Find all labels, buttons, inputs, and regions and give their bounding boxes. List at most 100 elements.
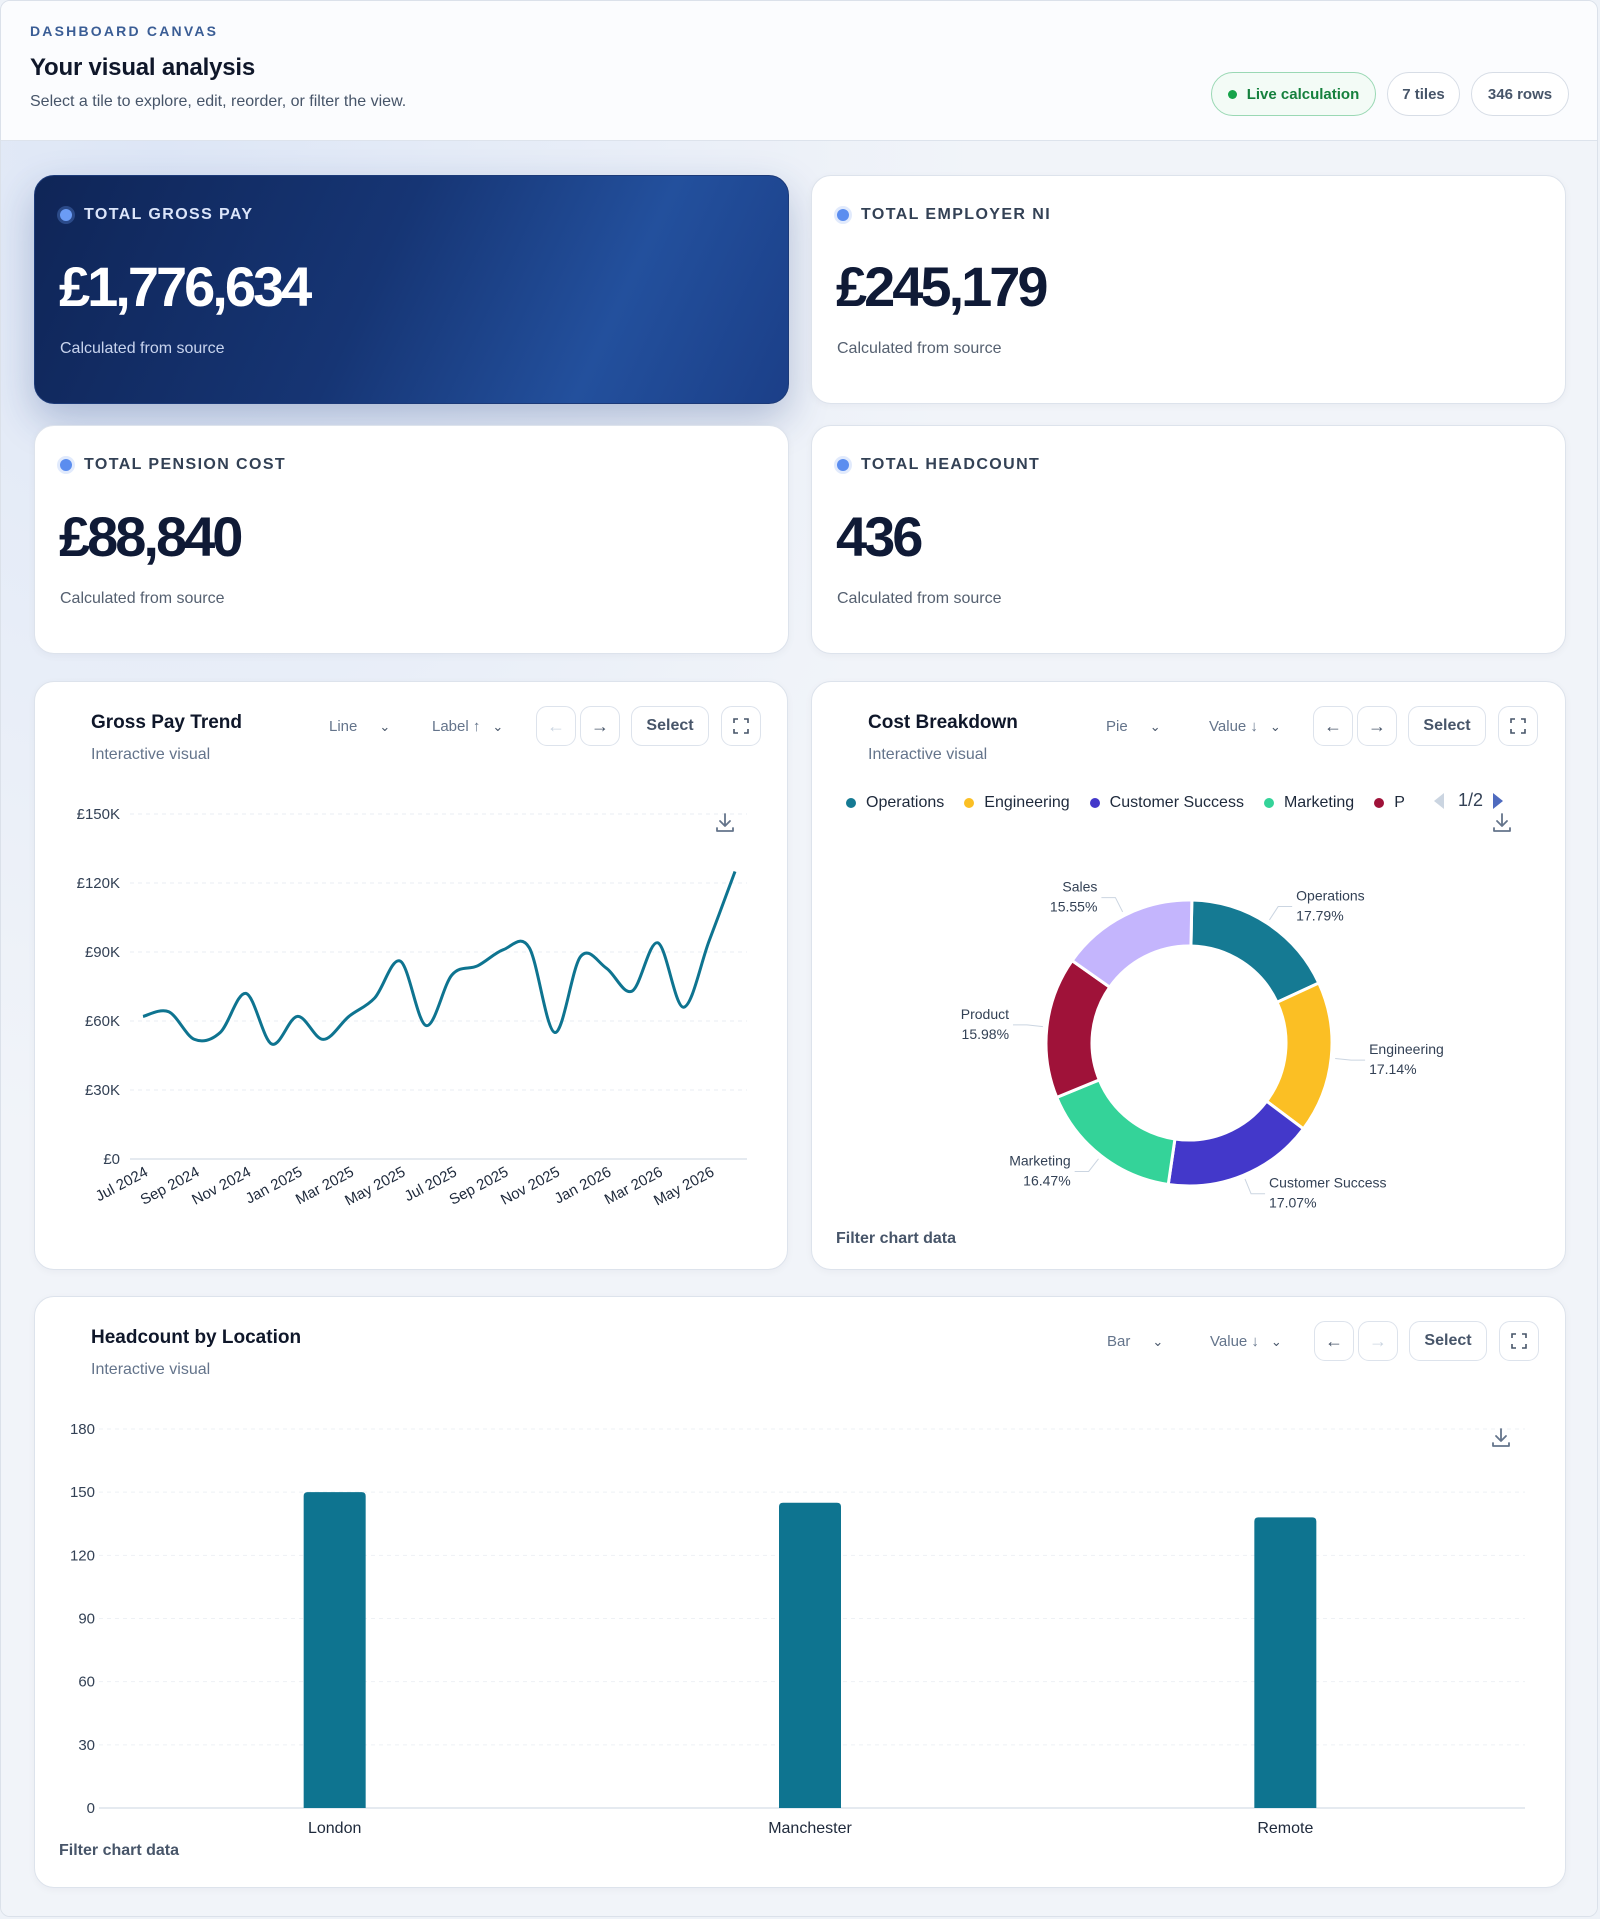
x-tick-label: Manchester — [768, 1820, 852, 1837]
y-tick-label: 150 — [70, 1484, 95, 1501]
legend-item-operations[interactable]: Operations — [846, 794, 944, 812]
chart-title: Gross Pay Trend — [91, 712, 243, 733]
legend-label: Marketing — [1283, 794, 1355, 811]
y-tick-label: 180 — [70, 1421, 95, 1438]
live-status-icon — [1227, 89, 1237, 99]
slice-value-label: 16.47% — [1023, 1172, 1070, 1188]
chart-subtitle: Interactive visual — [91, 1361, 211, 1378]
page-title: Your visual analysis — [30, 54, 255, 81]
pie-slice-customer-success[interactable] — [1166, 1099, 1306, 1188]
download-icon[interactable] — [716, 813, 734, 832]
slice-value-label: 17.79% — [1296, 908, 1343, 924]
legend-next-icon[interactable] — [1491, 791, 1505, 811]
legend-swatch — [1263, 798, 1274, 808]
expand-icon — [733, 718, 749, 734]
y-tick-label: 60 — [78, 1674, 95, 1691]
y-tick-label: £60K — [85, 1013, 120, 1030]
y-tick-label: 0 — [87, 1800, 95, 1817]
chart-type-value: Line — [329, 718, 358, 735]
label-leader-line — [1101, 897, 1124, 913]
cost-breakdown-chart: Operations 17.79% Engineering 17.14% Custome… — [961, 813, 1511, 1211]
arrow-left-icon: ← — [547, 715, 565, 736]
bar-manchester[interactable] — [779, 1502, 841, 1808]
chart-type-select[interactable]: Pie ⌄ — [1106, 718, 1161, 735]
sort-select[interactable]: Value ↓ ⌄ — [1209, 718, 1281, 735]
legend-item-product-clipped[interactable]: P — [1374, 794, 1414, 812]
kpi-tile-pension-cost[interactable]: TOTAL PENSION COST £88,840 Calculated fr… — [34, 425, 789, 654]
chevron-down-icon: ⌄ — [1149, 718, 1161, 734]
chart-type-value: Bar — [1107, 1333, 1131, 1350]
kpi-tile-headcount[interactable]: TOTAL HEADCOUNT 436 Calculated from sour… — [811, 425, 1566, 654]
chart-tile-headcount-by-location[interactable]: Headcount by Location Interactive visual… — [34, 1296, 1566, 1888]
slice-name-label: Operations — [1296, 888, 1364, 904]
slice-name-label: Product — [961, 1006, 1009, 1022]
arrow-right-icon: → — [1368, 715, 1386, 736]
chart-tile-cost-breakdown[interactable]: Cost Breakdown Interactive visual Pie ⌄ V… — [811, 681, 1566, 1270]
live-calculation-badge: Live calculation — [1211, 72, 1376, 116]
expand-button[interactable] — [1498, 706, 1538, 746]
chart-legend: Operations Engineering Customer Success … — [846, 794, 1434, 812]
sort-select[interactable]: Label ↑ ⌄ — [432, 718, 503, 735]
legend-item-customer-success[interactable]: Customer Success — [1089, 794, 1244, 812]
slice-value-label: 15.55% — [1050, 899, 1097, 915]
kpi-label-text: TOTAL PENSION COST — [84, 456, 287, 473]
kpi-label: TOTAL HEADCOUNT — [837, 456, 1040, 474]
expand-button[interactable] — [721, 706, 761, 746]
kpi-label-text: TOTAL EMPLOYER NI — [861, 206, 1052, 223]
chart-subtitle: Interactive visual — [868, 746, 988, 763]
filter-chart-data-link[interactable]: Filter chart data — [836, 1230, 957, 1247]
chart-type-select[interactable]: Line ⌄ — [329, 718, 390, 735]
expand-icon — [1510, 718, 1526, 734]
move-right-button[interactable]: → — [1358, 1321, 1398, 1361]
kpi-value: 436 — [836, 505, 923, 568]
live-calculation-label: Live calculation — [1246, 85, 1360, 103]
chart-tile-gross-pay-trend[interactable]: Gross Pay Trend Interactive visual Line ⌄… — [34, 681, 788, 1270]
move-left-button[interactable]: ← — [1313, 706, 1353, 746]
sort-select[interactable]: Value ↓ ⌄ — [1210, 1333, 1282, 1350]
chart-subtitle: Interactive visual — [91, 746, 211, 763]
slice-value-label: 17.14% — [1369, 1061, 1416, 1077]
move-left-button[interactable]: ← — [1314, 1321, 1354, 1361]
move-right-button[interactable]: → — [1357, 706, 1397, 746]
select-tile-button[interactable]: Select — [1409, 1321, 1487, 1361]
kpi-note: Calculated from source — [60, 590, 225, 607]
legend-item-engineering[interactable]: Engineering — [964, 794, 1070, 812]
slice-value-label: 17.07% — [1269, 1195, 1316, 1211]
legend-prev-icon[interactable] — [1432, 791, 1446, 811]
y-tick-label: £0 — [103, 1151, 120, 1168]
legend-swatch — [1374, 798, 1385, 808]
kpi-tile-gross-pay[interactable]: TOTAL GROSS PAY £1,776,634 Calculated fr… — [34, 175, 789, 404]
slice-value-label: 15.98% — [962, 1026, 1009, 1042]
move-right-button[interactable]: → — [580, 706, 620, 746]
tiles-count-badge: 7 tiles — [1387, 72, 1460, 116]
pie-slice-marketing[interactable] — [1054, 1077, 1177, 1187]
filter-chart-data-link[interactable]: Filter chart data — [59, 1842, 180, 1859]
chevron-down-icon: ⌄ — [379, 718, 391, 734]
label-leader-line — [1244, 1178, 1266, 1195]
kpi-label: TOTAL EMPLOYER NI — [837, 206, 1051, 224]
legend-pager: 1/2 — [1432, 790, 1505, 811]
chart-type-select[interactable]: Bar ⌄ — [1107, 1333, 1163, 1350]
sort-value: Label ↑ — [432, 718, 481, 735]
download-icon[interactable] — [1492, 1428, 1510, 1447]
pie-slice-sales[interactable] — [1070, 898, 1194, 990]
legend-label: Engineering — [984, 794, 1070, 811]
kpi-tile-employer-ni[interactable]: TOTAL EMPLOYER NI £245,179 Calculated fr… — [811, 175, 1566, 404]
series-line[interactable] — [142, 870, 737, 1046]
legend-item-marketing[interactable]: Marketing — [1263, 794, 1355, 812]
expand-button[interactable] — [1499, 1321, 1539, 1361]
chevron-down-icon: ⌄ — [1270, 1333, 1282, 1349]
bar-remote[interactable] — [1254, 1517, 1317, 1808]
download-icon[interactable] — [1493, 813, 1511, 832]
select-tile-button[interactable]: Select — [1408, 706, 1486, 746]
bar-london[interactable] — [303, 1492, 366, 1808]
move-left-button[interactable]: ← — [536, 706, 576, 746]
legend-swatch — [1089, 798, 1100, 808]
select-tile-button[interactable]: Select — [631, 706, 709, 746]
x-tick-label: Remote — [1257, 1820, 1313, 1837]
kpi-value: £1,776,634 — [59, 255, 312, 318]
legend-page-indicator: 1/2 — [1458, 790, 1484, 810]
kpi-label-text: TOTAL HEADCOUNT — [861, 456, 1041, 473]
legend-swatch — [846, 798, 856, 808]
